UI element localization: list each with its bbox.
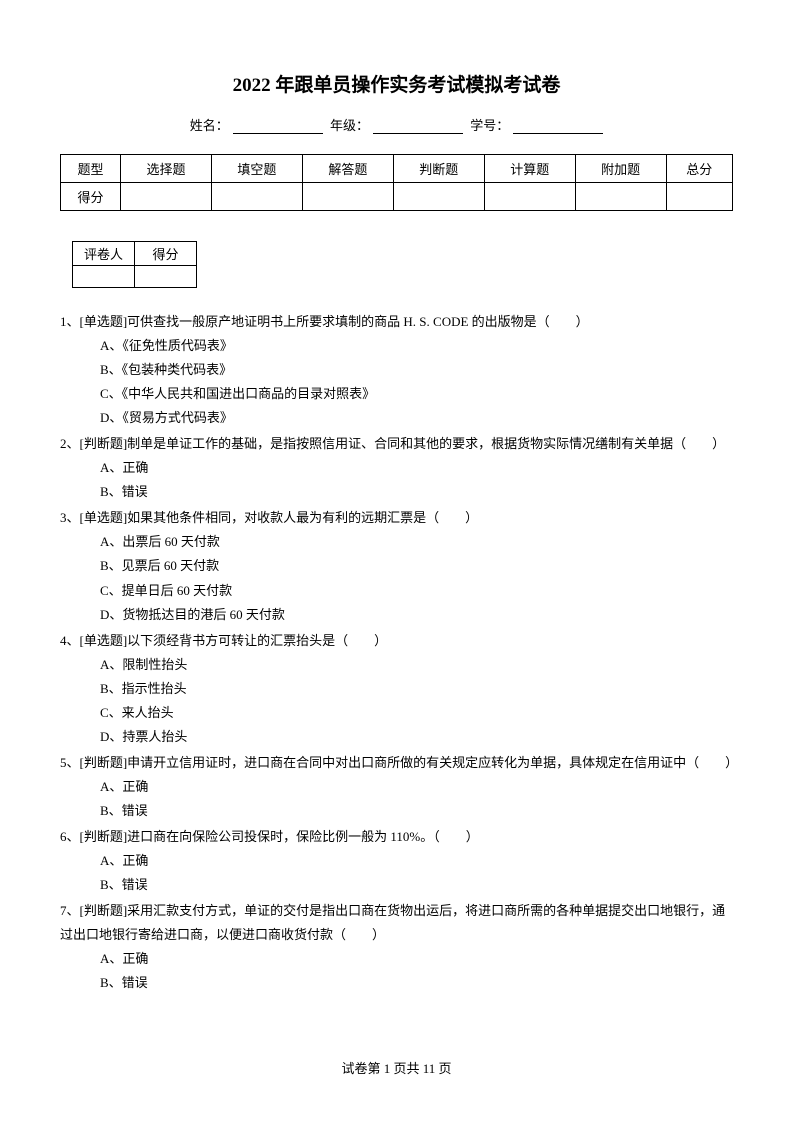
name-label: 姓名： bbox=[190, 118, 229, 133]
id-blank bbox=[513, 120, 603, 134]
question-option: B、《包装种类代码表》 bbox=[60, 358, 733, 382]
grade-label: 年级： bbox=[330, 118, 369, 133]
question-option: B、错误 bbox=[60, 971, 733, 995]
header-cell: 计算题 bbox=[484, 155, 575, 183]
question-block: 4、[单选题]以下须经背书方可转让的汇票抬头是（ ）A、限制性抬头B、指示性抬头… bbox=[60, 629, 733, 749]
score-cell bbox=[484, 183, 575, 211]
header-cell: 判断题 bbox=[393, 155, 484, 183]
grader-cell bbox=[73, 266, 135, 288]
score-cell bbox=[211, 183, 302, 211]
question-option: B、错误 bbox=[60, 480, 733, 504]
question-stem: 1、[单选题]可供查找一般原产地证明书上所要求填制的商品 H. S. CODE … bbox=[60, 310, 733, 334]
question-option: B、见票后 60 天付款 bbox=[60, 554, 733, 578]
questions-container: 1、[单选题]可供查找一般原产地证明书上所要求填制的商品 H. S. CODE … bbox=[60, 310, 733, 995]
question-option: A、正确 bbox=[60, 947, 733, 971]
question-option: B、错误 bbox=[60, 799, 733, 823]
question-option: A、正确 bbox=[60, 849, 733, 873]
question-option: D、货物抵达目的港后 60 天付款 bbox=[60, 603, 733, 627]
question-option: B、指示性抬头 bbox=[60, 677, 733, 701]
grader-label: 评卷人 bbox=[73, 242, 135, 266]
score-label-cell: 得分 bbox=[61, 183, 121, 211]
question-option: A、限制性抬头 bbox=[60, 653, 733, 677]
header-cell: 附加题 bbox=[575, 155, 666, 183]
table-row: 评卷人 得分 bbox=[73, 242, 197, 266]
question-stem: 3、[单选题]如果其他条件相同，对收款人最为有利的远期汇票是（ ） bbox=[60, 506, 733, 530]
score-cell bbox=[393, 183, 484, 211]
grader-cell bbox=[135, 266, 197, 288]
name-blank bbox=[233, 120, 323, 134]
question-option: B、错误 bbox=[60, 873, 733, 897]
question-block: 3、[单选题]如果其他条件相同，对收款人最为有利的远期汇票是（ ）A、出票后 6… bbox=[60, 506, 733, 626]
question-option: A、《征免性质代码表》 bbox=[60, 334, 733, 358]
question-option: D、《贸易方式代码表》 bbox=[60, 406, 733, 430]
question-option: C、提单日后 60 天付款 bbox=[60, 579, 733, 603]
page-footer: 试卷第 1 页共 11 页 bbox=[0, 1058, 793, 1077]
question-block: 2、[判断题]制单是单证工作的基础，是指按照信用证、合同和其他的要求，根据货物实… bbox=[60, 432, 733, 504]
header-cell: 解答题 bbox=[302, 155, 393, 183]
question-block: 6、[判断题]进口商在向保险公司投保时，保险比例一般为 110%。（ ）A、正确… bbox=[60, 825, 733, 897]
grader-table: 评卷人 得分 bbox=[72, 241, 197, 288]
question-block: 5、[判断题]申请开立信用证时，进口商在合同中对出口商所做的有关规定应转化为单据… bbox=[60, 751, 733, 823]
question-option: C、《中华人民共和国进出口商品的目录对照表》 bbox=[60, 382, 733, 406]
header-cell: 选择题 bbox=[121, 155, 212, 183]
score-cell bbox=[302, 183, 393, 211]
question-stem: 7、[判断题]采用汇款支付方式，单证的交付是指出口商在货物出运后，将进口商所需的… bbox=[60, 899, 733, 947]
student-info-line: 姓名： 年级： 学号： bbox=[60, 115, 733, 134]
header-cell: 填空题 bbox=[211, 155, 302, 183]
grader-score-label: 得分 bbox=[135, 242, 197, 266]
question-option: A、正确 bbox=[60, 456, 733, 480]
question-stem: 4、[单选题]以下须经背书方可转让的汇票抬头是（ ） bbox=[60, 629, 733, 653]
score-cell bbox=[575, 183, 666, 211]
score-cell bbox=[121, 183, 212, 211]
question-option: C、来人抬头 bbox=[60, 701, 733, 725]
table-row: 得分 bbox=[61, 183, 733, 211]
question-stem: 2、[判断题]制单是单证工作的基础，是指按照信用证、合同和其他的要求，根据货物实… bbox=[60, 432, 733, 456]
grade-blank bbox=[373, 120, 463, 134]
question-stem: 5、[判断题]申请开立信用证时，进口商在合同中对出口商所做的有关规定应转化为单据… bbox=[60, 751, 733, 775]
question-option: A、正确 bbox=[60, 775, 733, 799]
question-option: A、出票后 60 天付款 bbox=[60, 530, 733, 554]
score-table: 题型 选择题 填空题 解答题 判断题 计算题 附加题 总分 得分 bbox=[60, 154, 733, 211]
question-block: 1、[单选题]可供查找一般原产地证明书上所要求填制的商品 H. S. CODE … bbox=[60, 310, 733, 430]
header-cell: 总分 bbox=[666, 155, 732, 183]
id-label: 学号： bbox=[470, 118, 509, 133]
question-block: 7、[判断题]采用汇款支付方式，单证的交付是指出口商在货物出运后，将进口商所需的… bbox=[60, 899, 733, 995]
header-cell: 题型 bbox=[61, 155, 121, 183]
question-option: D、持票人抬头 bbox=[60, 725, 733, 749]
score-cell bbox=[666, 183, 732, 211]
question-stem: 6、[判断题]进口商在向保险公司投保时，保险比例一般为 110%。（ ） bbox=[60, 825, 733, 849]
exam-title: 2022 年跟单员操作实务考试模拟考试卷 bbox=[60, 70, 733, 97]
table-row bbox=[73, 266, 197, 288]
table-row: 题型 选择题 填空题 解答题 判断题 计算题 附加题 总分 bbox=[61, 155, 733, 183]
